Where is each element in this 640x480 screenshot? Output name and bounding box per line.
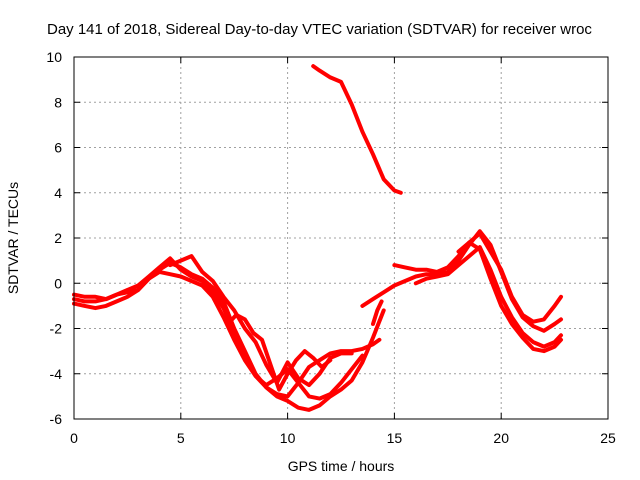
y-tick-label: 4 <box>54 185 62 201</box>
y-axis-label: SDTVAR / TECUs <box>5 182 21 294</box>
series-line-arc-8 <box>392 231 563 324</box>
series-line-arc-5 <box>225 312 333 392</box>
series-line-arc-7 <box>360 229 563 333</box>
y-tick-label: -6 <box>50 411 63 427</box>
y-tick-label: 2 <box>54 230 62 246</box>
y-tick-label: 8 <box>54 94 62 110</box>
x-axis-ticks: 0 5 10 15 20 25 <box>70 57 616 446</box>
y-tick-label: -2 <box>50 321 63 337</box>
y-tick-label: 10 <box>46 49 62 65</box>
x-tick-label: 0 <box>70 430 78 446</box>
series-line-arc-9 <box>413 245 563 349</box>
series-line-arc-4 <box>168 254 354 388</box>
series-layer <box>72 64 563 412</box>
grid <box>74 57 608 419</box>
y-tick-label: 6 <box>54 140 62 156</box>
series-line-arc-11 <box>371 299 384 326</box>
series-line-arc-3 <box>72 256 365 401</box>
y-tick-label: 0 <box>54 275 62 291</box>
x-tick-label: 5 <box>177 430 185 446</box>
x-tick-label: 25 <box>600 430 616 446</box>
x-tick-label: 20 <box>493 430 509 446</box>
series-line-arc-2 <box>72 269 386 412</box>
series-line-arc-10 <box>456 240 563 354</box>
x-tick-label: 10 <box>280 430 296 446</box>
series-line-arc-6 <box>311 64 403 195</box>
chart-title: Day 141 of 2018, Sidereal Day-to-day VTE… <box>47 21 592 38</box>
x-tick-label: 15 <box>387 430 403 446</box>
y-tick-label: -4 <box>50 366 63 382</box>
x-axis-label: GPS time / hours <box>288 458 395 474</box>
y-axis-ticks: -6 -4 -2 0 2 4 6 8 10 <box>46 49 608 427</box>
